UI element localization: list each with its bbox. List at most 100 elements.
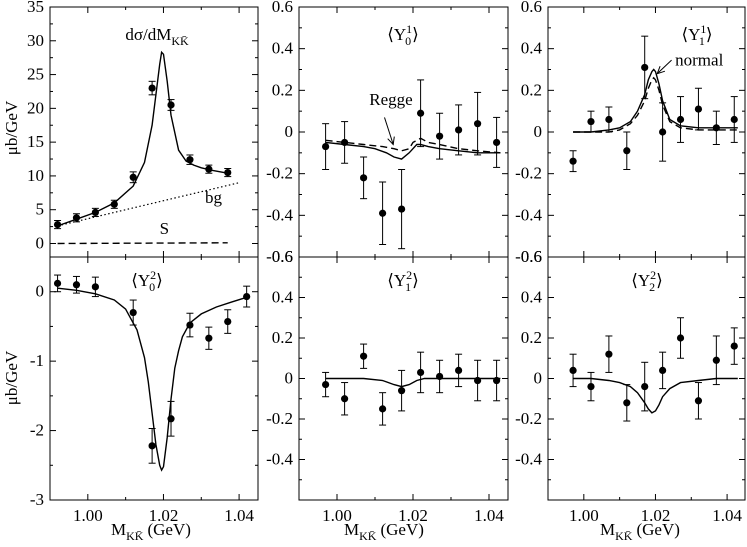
data-point (659, 128, 667, 136)
title-main: dσ/dM (125, 25, 171, 44)
title-main: ⟨Y (131, 271, 150, 290)
curve-fit (573, 377, 738, 414)
y-axis-label-bottom: μb/GeV (2, 350, 21, 405)
y-tick-label: 0.2 (521, 80, 542, 99)
data-point (417, 109, 425, 117)
data-point (659, 366, 667, 374)
data-point (379, 405, 387, 413)
panel-title: ⟨Y2 1⟩ (387, 268, 419, 294)
curve-solid (573, 68, 738, 133)
y-tick-label: 15 (27, 132, 44, 151)
data-point (224, 168, 232, 177)
data-point (53, 279, 62, 287)
y-tick-label: 0.6 (272, 0, 293, 16)
data-point (398, 205, 406, 213)
title-end: ⟩ (412, 271, 419, 290)
x-tick-label: 1.00 (322, 506, 352, 525)
data-point (474, 376, 482, 385)
data-point (167, 101, 175, 109)
y-tick-label: 0 (36, 282, 45, 301)
curve-fit (57, 287, 247, 472)
x-tick-label: 1.04 (712, 506, 742, 525)
panel-title: ⟨Y1 0⟩ (387, 22, 419, 48)
data-point (360, 174, 368, 182)
panel-p00: 0 5 10 15 20 25 30 35 bg Sdσ/dMKK̄ (27, 0, 259, 258)
title-sub: 0 (405, 34, 411, 48)
y-tick-label: 0.4 (272, 288, 294, 307)
data-point (623, 147, 631, 155)
y-tick-label: -0.2 (266, 409, 293, 428)
y-tick-label: -0.4 (266, 205, 293, 224)
title-end: ⟩ (656, 271, 663, 290)
y-tick-label: 0.2 (272, 80, 293, 99)
data-point (341, 138, 349, 147)
curve-dashed (325, 137, 501, 154)
data-point (91, 283, 99, 291)
curve-dashed (573, 76, 738, 133)
data-point (569, 157, 577, 165)
x-label-unit: (GeV) (636, 520, 679, 539)
panel-p02: -0.6 -0.4 -0.2 0 0.2 0.4 0.6 normal ⟨Y1 1⟩ (515, 0, 746, 266)
y-tick-label: 0.6 (521, 0, 542, 16)
data-point (341, 395, 349, 403)
data-point (322, 380, 330, 389)
curve-bg (57, 182, 240, 227)
data-point (641, 63, 649, 72)
y-tick-label: -0.6 (266, 247, 293, 266)
annotation-s: S (160, 219, 169, 238)
y-tick-label: -0.6 (515, 247, 542, 266)
data-point (605, 115, 613, 124)
data-point (224, 317, 232, 326)
x-tick-label: 1.04 (474, 506, 504, 525)
annotation-arrow (384, 117, 394, 145)
data-point (493, 138, 501, 147)
y-tick-label: 10 (27, 166, 44, 185)
data-point (694, 397, 703, 405)
panel-title: ⟨Y2 2⟩ (631, 268, 663, 294)
svg-text:MKK̄(GeV): MKK̄ (GeV) (600, 520, 680, 543)
x-label-main: M (111, 520, 126, 539)
y-tick-label: -0.4 (515, 450, 542, 469)
x-label-sub: KK̄ (126, 529, 144, 543)
annotation-arrowhead (387, 136, 395, 146)
data-point (694, 105, 703, 113)
data-point (205, 165, 213, 173)
y-tick-label: 35 (27, 0, 44, 16)
data-point (186, 156, 194, 164)
y-tick-label: 5 (36, 200, 45, 219)
data-point (569, 366, 577, 374)
x-axis-label-middle: MKK̄ (GeV) (344, 520, 424, 543)
title-end: ⟩ (706, 25, 713, 44)
data-point (641, 383, 649, 391)
panel-frame (49, 6, 259, 258)
data-point (474, 120, 482, 128)
y-tick-label: 0 (534, 369, 543, 388)
x-axis-label-left: MKK̄ (GeV) (111, 520, 191, 543)
x-label-main: M (344, 520, 359, 539)
x-tick-label: 1.02 (398, 506, 428, 525)
data-point (455, 366, 463, 374)
data-point (72, 214, 81, 222)
curve-fit (57, 50, 228, 227)
y-tick-label: 0.4 (521, 288, 543, 307)
y-tick-label: 30 (27, 31, 44, 50)
data-point (110, 200, 118, 208)
data-point (72, 281, 81, 289)
y-axis-label-top: μb/GeV (2, 100, 21, 155)
curve-solid (325, 141, 501, 160)
y-tick-label: -1 (30, 351, 44, 370)
title-main: ⟨Y (387, 271, 406, 290)
data-point (417, 368, 425, 377)
title-main: ⟨Y (387, 25, 406, 44)
data-point (730, 342, 738, 350)
data-point (730, 115, 738, 124)
curve-S (57, 242, 228, 245)
data-point (676, 334, 685, 342)
data-point (587, 117, 595, 126)
y-tick-label: -0.4 (266, 450, 293, 469)
data-point (455, 126, 463, 134)
y-tick-label: 0.2 (521, 328, 542, 347)
y-tick-label: 0.6 (521, 247, 542, 266)
y-tick-label: 0.4 (272, 39, 294, 58)
